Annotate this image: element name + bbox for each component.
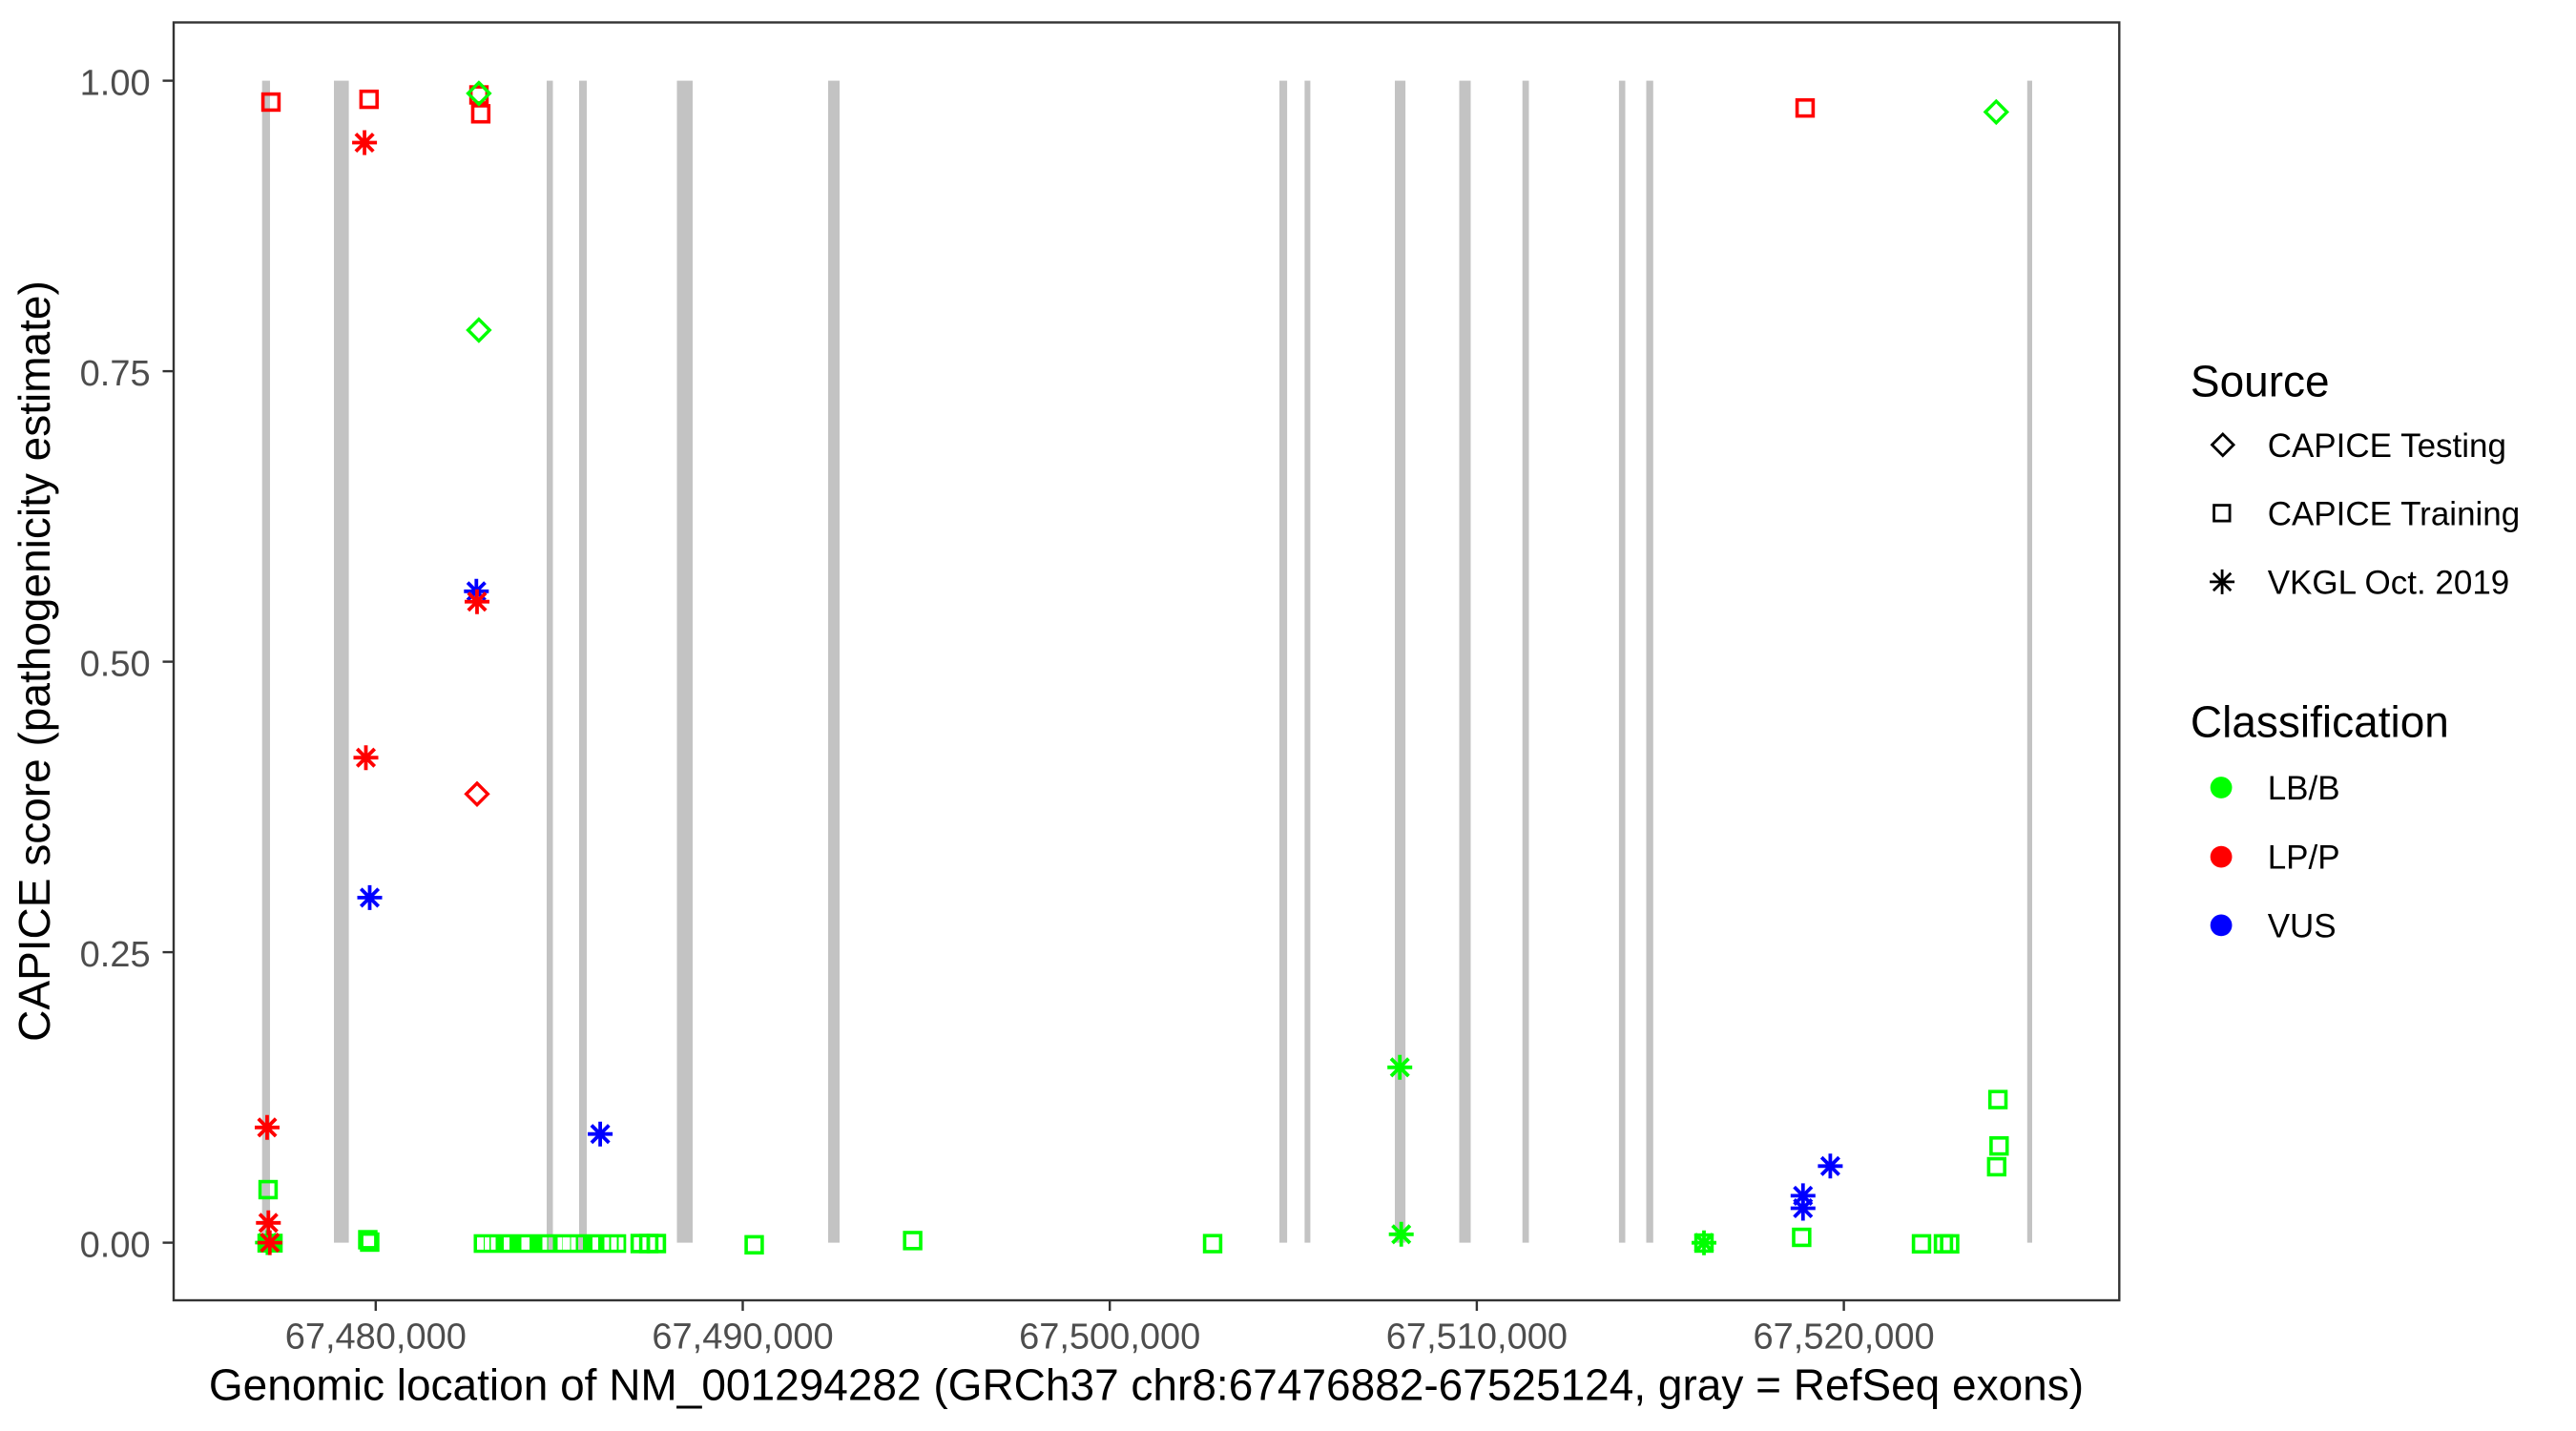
svg-text:67,480,000: 67,480,000 bbox=[285, 1317, 467, 1358]
svg-text:CAPICE Testing: CAPICE Testing bbox=[2268, 427, 2506, 465]
svg-text:Source: Source bbox=[2191, 356, 2330, 405]
svg-text:67,520,000: 67,520,000 bbox=[1754, 1317, 1935, 1358]
svg-text:67,510,000: 67,510,000 bbox=[1386, 1317, 1568, 1358]
svg-text:0.50: 0.50 bbox=[80, 644, 151, 684]
svg-text:0.00: 0.00 bbox=[80, 1225, 151, 1265]
svg-text:1.00: 1.00 bbox=[80, 63, 151, 103]
svg-text:LB/B: LB/B bbox=[2268, 770, 2340, 807]
svg-text:Classification: Classification bbox=[2191, 696, 2449, 746]
svg-text:LP/P: LP/P bbox=[2268, 840, 2340, 877]
svg-text:Genomic location of NM_0012942: Genomic location of NM_001294282 (GRCh37… bbox=[209, 1360, 2084, 1410]
svg-text:VUS: VUS bbox=[2268, 908, 2337, 945]
svg-text:CAPICE score (pathogenicity es: CAPICE score (pathogenicity estimate) bbox=[10, 280, 59, 1042]
svg-text:VKGL Oct. 2019: VKGL Oct. 2019 bbox=[2268, 565, 2510, 602]
svg-text:0.25: 0.25 bbox=[80, 935, 151, 975]
svg-text:0.75: 0.75 bbox=[80, 354, 151, 394]
svg-text:CAPICE Training: CAPICE Training bbox=[2268, 496, 2521, 533]
svg-text:67,490,000: 67,490,000 bbox=[652, 1317, 833, 1358]
svg-text:67,500,000: 67,500,000 bbox=[1019, 1317, 1200, 1358]
